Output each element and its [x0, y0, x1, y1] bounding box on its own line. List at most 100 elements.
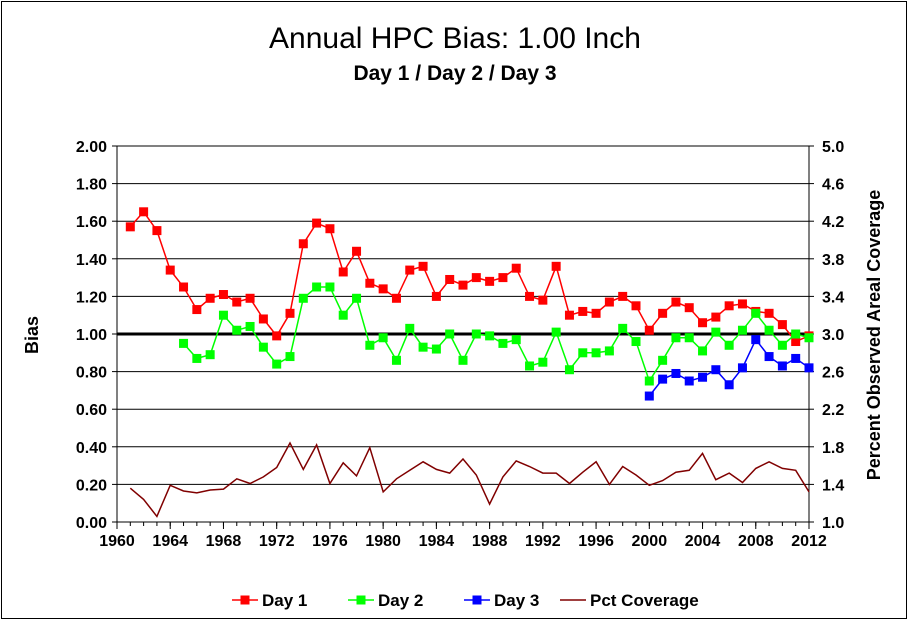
data-point-day-1	[245, 293, 255, 303]
data-point-day-2	[232, 325, 242, 335]
data-point-day-2	[498, 338, 508, 348]
x-tick-label: 2008	[738, 533, 774, 550]
y-tick-label: 0.80	[76, 365, 107, 382]
data-point-day-1	[724, 301, 734, 311]
data-point-day-1	[538, 295, 548, 305]
x-tick-label: 1988	[472, 533, 508, 550]
data-point-day-3	[724, 380, 734, 390]
data-point-day-1	[165, 265, 175, 275]
y2-tick-label: 3.0	[822, 327, 844, 344]
data-point-day-2	[658, 355, 668, 365]
data-point-day-1	[418, 261, 428, 271]
chart-subtitle: Day 1 / Day 2 / Day 3	[353, 62, 556, 85]
x-tick-label: 2004	[685, 533, 721, 550]
data-point-day-2	[458, 355, 468, 365]
data-point-day-1	[378, 284, 388, 294]
data-point-day-1	[791, 337, 801, 347]
data-point-day-1	[285, 308, 295, 318]
x-tick-label: 1964	[152, 533, 188, 550]
data-point-day-2	[471, 329, 481, 339]
data-point-day-1	[458, 280, 468, 290]
data-point-day-2	[724, 340, 734, 350]
x-tick-label: 1972	[259, 533, 295, 550]
data-point-day-2	[485, 331, 495, 341]
data-point-day-1	[218, 290, 228, 300]
series-line-day-1	[129, 210, 810, 343]
data-point-day-3	[644, 391, 654, 401]
data-point-day-3	[684, 376, 694, 386]
data-point-day-1	[485, 276, 495, 286]
y-tick-label: 0.40	[76, 440, 107, 457]
data-point-day-1	[525, 291, 535, 301]
data-point-day-2	[298, 293, 308, 303]
data-point-day-1	[139, 207, 149, 217]
data-point-day-1	[431, 291, 441, 301]
plot-area: 0.00 0.20 0.40 0.60 0.80 1.00 1.20 1.40 1.60 1.80…	[76, 139, 844, 550]
legend-marker-day-1	[240, 595, 250, 605]
data-point-day-2	[671, 333, 681, 343]
data-point-day-1	[551, 261, 561, 271]
y2-axis-label: Percent Observed Areal Coverage	[864, 190, 884, 480]
y-axis-label: Bias	[22, 316, 42, 354]
legend-marker-day-3	[472, 595, 482, 605]
data-point-day-1	[711, 312, 721, 322]
data-point-day-2	[751, 308, 761, 318]
data-point-day-2	[338, 310, 348, 320]
data-point-day-2	[258, 342, 268, 352]
data-point-day-2	[365, 340, 375, 350]
data-point-day-2	[564, 365, 574, 375]
data-point-day-1	[312, 218, 322, 228]
y-tick-label: 1.40	[76, 252, 107, 269]
data-point-day-2	[378, 333, 388, 343]
data-point-day-2	[405, 323, 415, 333]
x-tick-label: 2000	[632, 533, 668, 550]
y2-tick-label: 2.2	[822, 402, 844, 419]
data-point-day-1	[192, 305, 202, 315]
data-point-day-1	[325, 224, 335, 234]
data-point-day-2	[325, 282, 335, 292]
data-point-day-2	[511, 335, 521, 345]
x-tick-label: 1996	[578, 533, 614, 550]
data-point-day-1	[445, 274, 455, 284]
data-point-day-1	[764, 308, 774, 318]
data-point-day-3	[764, 352, 774, 362]
data-point-day-2	[272, 359, 282, 369]
data-point-day-2	[551, 327, 561, 337]
data-point-day-1	[591, 308, 601, 318]
legend-label-day-1: Day 1	[262, 591, 307, 610]
x-tick-label: 1976	[312, 533, 348, 550]
y2-tick-label: 3.8	[822, 252, 844, 269]
data-point-day-3	[791, 353, 801, 363]
data-point-day-1	[631, 301, 641, 311]
data-point-day-2	[192, 353, 202, 363]
data-point-day-3	[804, 363, 814, 373]
y-tick-label: 0.60	[76, 402, 107, 419]
y2-tick-label: 3.4	[822, 289, 844, 306]
y-tick-label: 2.00	[76, 139, 107, 156]
data-point-day-3	[658, 374, 668, 384]
legend-label-day-3: Day 3	[494, 591, 539, 610]
data-point-day-1	[698, 318, 708, 328]
data-point-day-2	[285, 352, 295, 362]
legend-label-day-2: Day 2	[378, 591, 423, 610]
data-point-day-2	[737, 325, 747, 335]
data-point-day-1	[511, 263, 521, 273]
data-point-day-1	[671, 297, 681, 307]
data-point-day-2	[604, 346, 614, 356]
data-point-day-2	[644, 376, 654, 386]
data-point-day-1	[338, 267, 348, 277]
data-point-day-1	[258, 314, 268, 324]
y-tick-label: 1.60	[76, 214, 107, 231]
data-point-day-1	[644, 325, 654, 335]
x-tick-label: 1984	[419, 533, 455, 550]
legend: Day 1 Day 2 Day 3 Pct Coverage	[232, 591, 699, 610]
y2-tick-label: 4.6	[822, 177, 844, 194]
data-point-day-2	[698, 346, 708, 356]
data-point-day-1	[777, 320, 787, 330]
data-point-day-2	[445, 329, 455, 339]
data-point-day-1	[498, 273, 508, 283]
data-point-day-2	[391, 355, 401, 365]
data-point-day-2	[578, 348, 588, 358]
x-tick-label: 2012	[791, 533, 827, 550]
data-point-day-2	[804, 333, 814, 343]
